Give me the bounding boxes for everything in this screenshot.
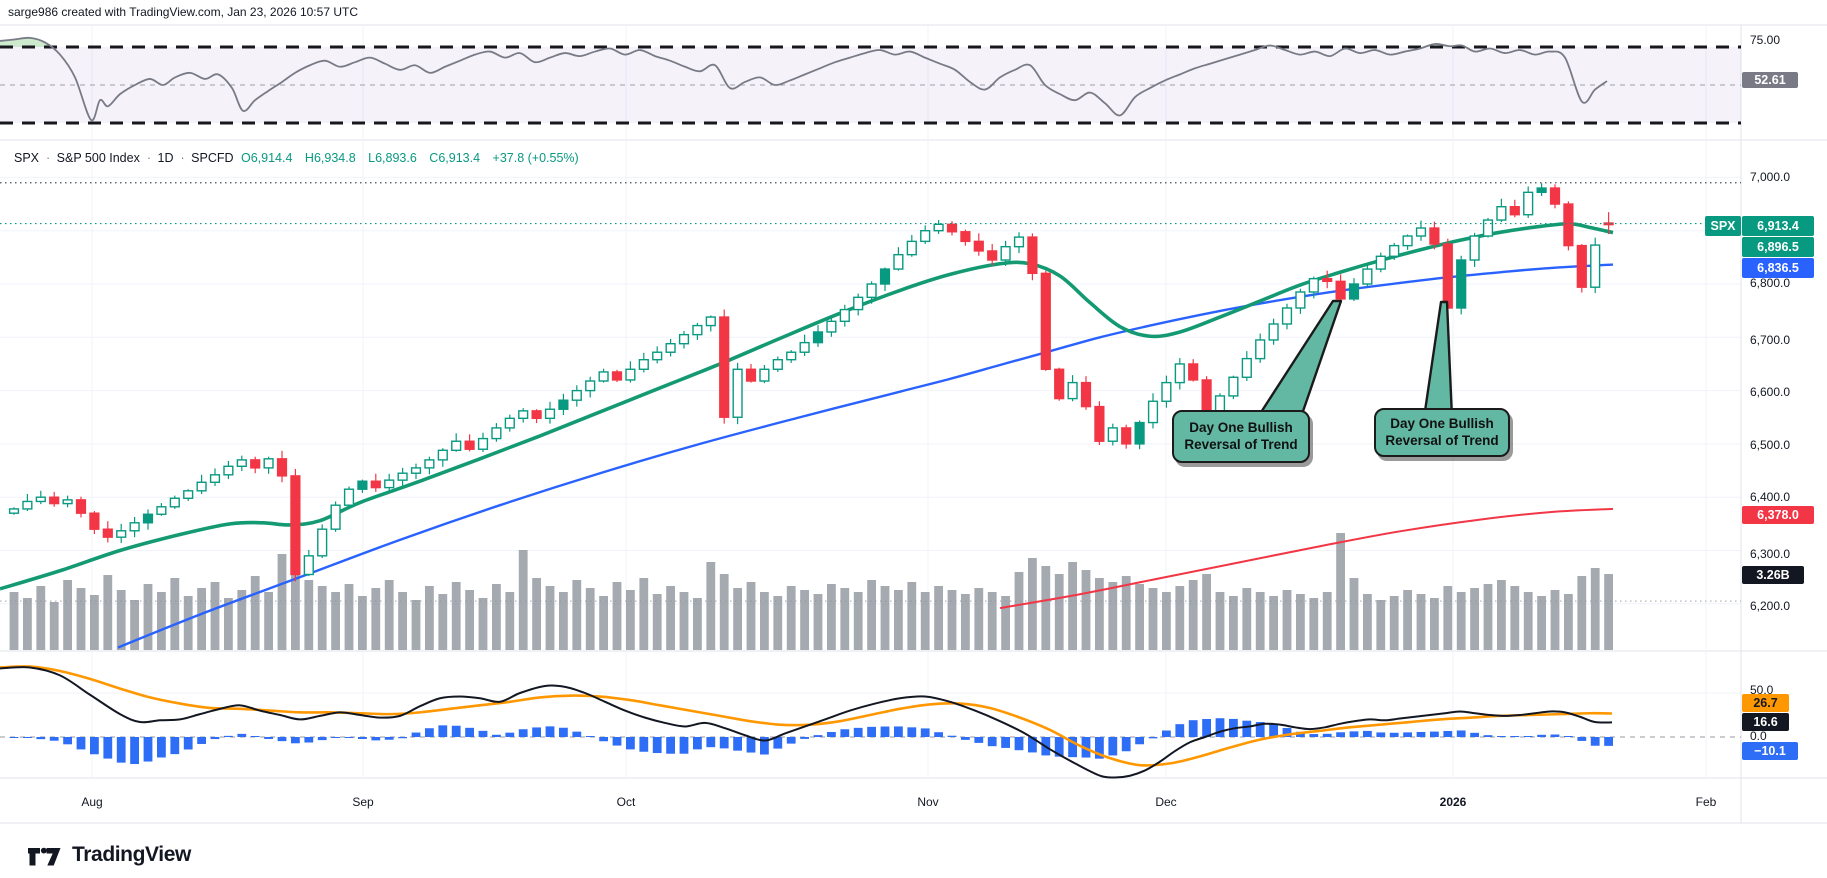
ma-200-line: [999, 507, 1614, 610]
price-badge-macd-main: 16.6: [1742, 713, 1789, 731]
legend-symbol[interactable]: SPX: [14, 151, 40, 165]
legend-interval[interactable]: 1D: [157, 151, 174, 165]
price-badge-current: 6,913.4: [1742, 216, 1814, 236]
price-badge-ma-fast: 6,896.5: [1742, 237, 1814, 257]
price-badge-ma-slow: 6,378.0: [1742, 506, 1814, 524]
price-axis-label: 6,300.0: [1750, 547, 1791, 561]
volume-series: [9, 533, 1613, 650]
time-axis-label: Oct: [616, 795, 636, 809]
moving-average-lines: [0, 221, 1614, 649]
legend-change: +37.8 (+0.55%): [492, 151, 579, 165]
price-badge-macd-signal: 26.7: [1742, 694, 1789, 712]
time-axis-label: Nov: [917, 795, 939, 809]
price-badge-volume: 3.26B: [1742, 566, 1804, 584]
callout-day-one-bullish-reversal-1[interactable]: Day One Bullish Reversal of Trend: [1172, 410, 1310, 463]
tradingview-logo[interactable]: TradingView: [26, 841, 191, 869]
callout-day-one-bullish-reversal-2[interactable]: Day One Bullish Reversal of Trend: [1374, 408, 1510, 457]
price-axis-label: 6,400.0: [1750, 490, 1791, 504]
price-badge-ma-mid: 6,836.5: [1742, 258, 1814, 278]
time-axis-label: Sep: [352, 795, 374, 809]
price-axis-label: 6,800.0: [1750, 276, 1791, 290]
signal-line: [0, 665, 1613, 767]
price-axis-label: 75.00: [1750, 33, 1781, 47]
grid-lines: [0, 26, 1741, 777]
rsi-line: [0, 36, 1608, 122]
legend-separator: ·: [180, 151, 185, 165]
macd-histogram: [9, 718, 1613, 765]
price-badge-rsi: 52.61: [1742, 72, 1798, 88]
legend-close: C6,913.4: [429, 151, 481, 165]
tradingview-logo-text: TradingView: [72, 843, 191, 866]
price-axis-label: 50.0: [1750, 683, 1774, 697]
price-level-lines: [0, 182, 1741, 602]
candlestick-series: [8, 183, 1614, 582]
price-axis-label: 7,000.0: [1750, 170, 1791, 184]
symbol-price-tag: SPX: [1705, 216, 1741, 236]
time-axis-label: Feb: [1695, 795, 1717, 809]
price-axis-label: 6,600.0: [1750, 385, 1791, 399]
pane-separators: [0, 24, 1827, 824]
legend-low: L6,893.6: [368, 151, 417, 165]
ma-50-line: [117, 263, 1614, 649]
price-badge-macd-hist: −10.1: [1742, 742, 1798, 760]
time-axis-label: Aug: [81, 795, 103, 809]
macd-pane: [0, 665, 1741, 779]
legend-open: O6,914.4: [241, 151, 293, 165]
attribution-text: sarge986 created with TradingView.com, J…: [8, 5, 358, 19]
legend-high: H6,934.8: [304, 151, 356, 165]
legend-feed: SPCFD: [191, 151, 234, 165]
symbol-legend[interactable]: SPX · S&P 500 Index · 1D · SPCFD O6,914.4 H…: [14, 151, 588, 165]
price-axis-label: 0.0: [1750, 729, 1767, 743]
price-axis-label: 6,500.0: [1750, 438, 1791, 452]
price-axis-label: 6,200.0: [1750, 599, 1791, 613]
legend-separator: ·: [46, 151, 51, 165]
rsi-pane: [0, 36, 1741, 125]
legend-name: S&P 500 Index: [56, 151, 140, 165]
time-axis-label: Dec: [1155, 795, 1177, 809]
price-axis-label: 6,700.0: [1750, 333, 1791, 347]
macd-line: [0, 666, 1613, 779]
legend-separator: ·: [146, 151, 152, 165]
time-axis-label: 2026: [1439, 795, 1467, 809]
tradingview-logo-icon: [28, 847, 61, 866]
callout-tails: [1254, 299, 1454, 422]
